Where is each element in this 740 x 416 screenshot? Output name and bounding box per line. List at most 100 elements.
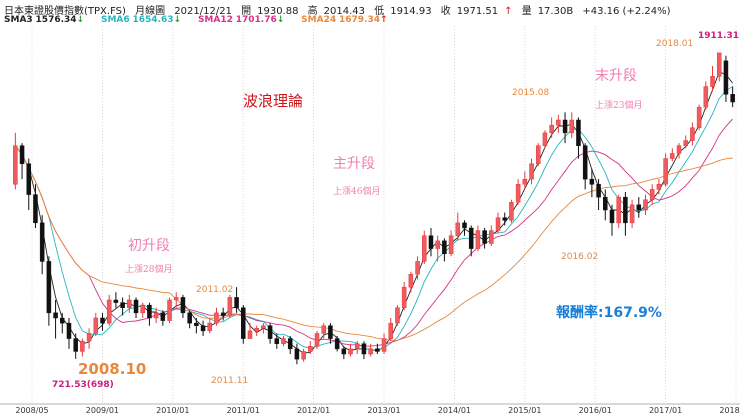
candle-body bbox=[354, 343, 360, 350]
candle-body bbox=[73, 338, 78, 352]
ma-arrow: ↓ bbox=[276, 15, 285, 25]
candle-body bbox=[187, 312, 192, 324]
candle-body bbox=[301, 351, 306, 360]
candle-body bbox=[649, 189, 655, 200]
candle-body bbox=[710, 76, 715, 87]
candle-body bbox=[596, 184, 601, 198]
candle-body bbox=[395, 307, 400, 324]
candle-body bbox=[716, 52, 722, 77]
candle-body bbox=[609, 209, 615, 224]
candle-body bbox=[247, 330, 253, 339]
candle-body bbox=[388, 322, 394, 339]
close-label: 收 bbox=[440, 6, 451, 17]
candle-body bbox=[401, 286, 407, 308]
ma-legend-sma3: SMA3 1576.34↓ bbox=[4, 15, 84, 25]
candle-body bbox=[368, 348, 373, 355]
ma-label: SMA3 bbox=[4, 15, 33, 25]
sma-line-sma24 bbox=[15, 145, 733, 341]
candle-body bbox=[180, 297, 186, 314]
candle-body bbox=[220, 312, 226, 316]
candle-body bbox=[314, 333, 320, 347]
x-tick-label: 2016/01 bbox=[579, 406, 612, 415]
candle-body bbox=[723, 60, 729, 95]
chart-annotation: 末升段 bbox=[595, 68, 637, 84]
x-tick-label: 2011/01 bbox=[227, 406, 260, 415]
candle-body bbox=[341, 348, 347, 355]
candle-body bbox=[422, 235, 427, 262]
candle-body bbox=[173, 297, 179, 301]
candle-body bbox=[241, 307, 246, 339]
candle-body bbox=[274, 338, 280, 344]
candle-body bbox=[676, 145, 682, 154]
x-tick-label: 2017/01 bbox=[649, 406, 682, 415]
candle-body bbox=[86, 333, 92, 342]
ma-legend-sma6: SMA6 1654.63↓ bbox=[101, 15, 181, 25]
candle-body bbox=[542, 132, 548, 146]
candle-body bbox=[522, 178, 528, 185]
candle-body bbox=[703, 86, 709, 108]
candle-body bbox=[160, 312, 166, 321]
candle-body bbox=[287, 338, 293, 350]
candle-body bbox=[616, 196, 621, 224]
candle-body bbox=[26, 163, 32, 195]
volume-label: 量 bbox=[521, 6, 532, 17]
period-label: 月線圖 bbox=[135, 6, 166, 17]
candle-body bbox=[113, 299, 119, 303]
high-value-label: 1911.31 bbox=[698, 31, 739, 41]
candle-body bbox=[442, 240, 447, 254]
candle-body bbox=[690, 127, 695, 141]
x-tick-label: 2013/01 bbox=[367, 406, 400, 415]
ma-legend-sma24: SMA24 1679.34↑ bbox=[301, 15, 387, 25]
candle-body bbox=[93, 317, 99, 334]
candle-body bbox=[502, 217, 507, 221]
ma-legend: SMA3 1576.34↓ SMA6 1654.63↓ SMA12 1701.7… bbox=[4, 15, 402, 25]
candle-body bbox=[140, 304, 145, 314]
candle-body bbox=[39, 222, 45, 262]
chart-annotation: 上漲28個月 bbox=[125, 263, 172, 275]
sma-line-sma12 bbox=[15, 118, 733, 347]
candle-body bbox=[294, 348, 300, 360]
candle-body bbox=[207, 322, 213, 332]
candle-body bbox=[529, 163, 534, 180]
gridlines bbox=[31, 26, 737, 404]
candle-body bbox=[408, 274, 414, 288]
x-tick-label: 2010/01 bbox=[156, 406, 189, 415]
candle-body bbox=[582, 145, 588, 180]
x-tick-label: 2012/01 bbox=[297, 406, 330, 415]
candle-body bbox=[462, 222, 467, 229]
candle-body bbox=[120, 302, 125, 308]
candle-body bbox=[415, 261, 420, 275]
candle-body bbox=[46, 261, 52, 314]
chart-annotation: 上漲23個月 bbox=[595, 99, 642, 111]
ma-arrow: ↓ bbox=[76, 15, 85, 25]
candle-body bbox=[53, 312, 58, 319]
low-value-label: 721.53(698) bbox=[52, 380, 114, 390]
ma-arrow: ↓ bbox=[173, 15, 182, 25]
date-value: 2021/12/21 bbox=[174, 6, 232, 17]
ma-label: SMA12 bbox=[197, 15, 233, 25]
date-label: 2018.01 bbox=[656, 39, 693, 49]
candle-body bbox=[455, 222, 461, 236]
ma-arrow: ↑ bbox=[379, 15, 388, 25]
chart-annotation: 波浪理論 bbox=[243, 92, 303, 110]
candle-body bbox=[267, 325, 273, 339]
chart-annotation: 初升段 bbox=[128, 237, 170, 254]
candle-body bbox=[696, 106, 702, 128]
candle-body bbox=[328, 325, 333, 339]
close-up-arrow: ↑ bbox=[504, 6, 513, 17]
candle-body bbox=[261, 325, 266, 329]
candle-body bbox=[200, 325, 206, 332]
candle-body bbox=[636, 204, 642, 211]
instrument-name: 日本東證股價指數(TPX.FS) bbox=[4, 6, 126, 17]
low-label: 低 bbox=[374, 6, 385, 17]
candle-body bbox=[308, 346, 313, 352]
candle-body bbox=[254, 328, 259, 332]
candle-body bbox=[281, 338, 286, 344]
candle-body bbox=[133, 299, 139, 314]
ma-value: 1701.76 bbox=[235, 15, 277, 25]
x-tick-label: 2008/05 bbox=[15, 406, 48, 415]
candle-body bbox=[153, 312, 159, 319]
ma-legend-sma12: SMA12 1701.76↓ bbox=[198, 15, 284, 25]
change-value: +43.16 (+2.24%) bbox=[582, 6, 671, 17]
